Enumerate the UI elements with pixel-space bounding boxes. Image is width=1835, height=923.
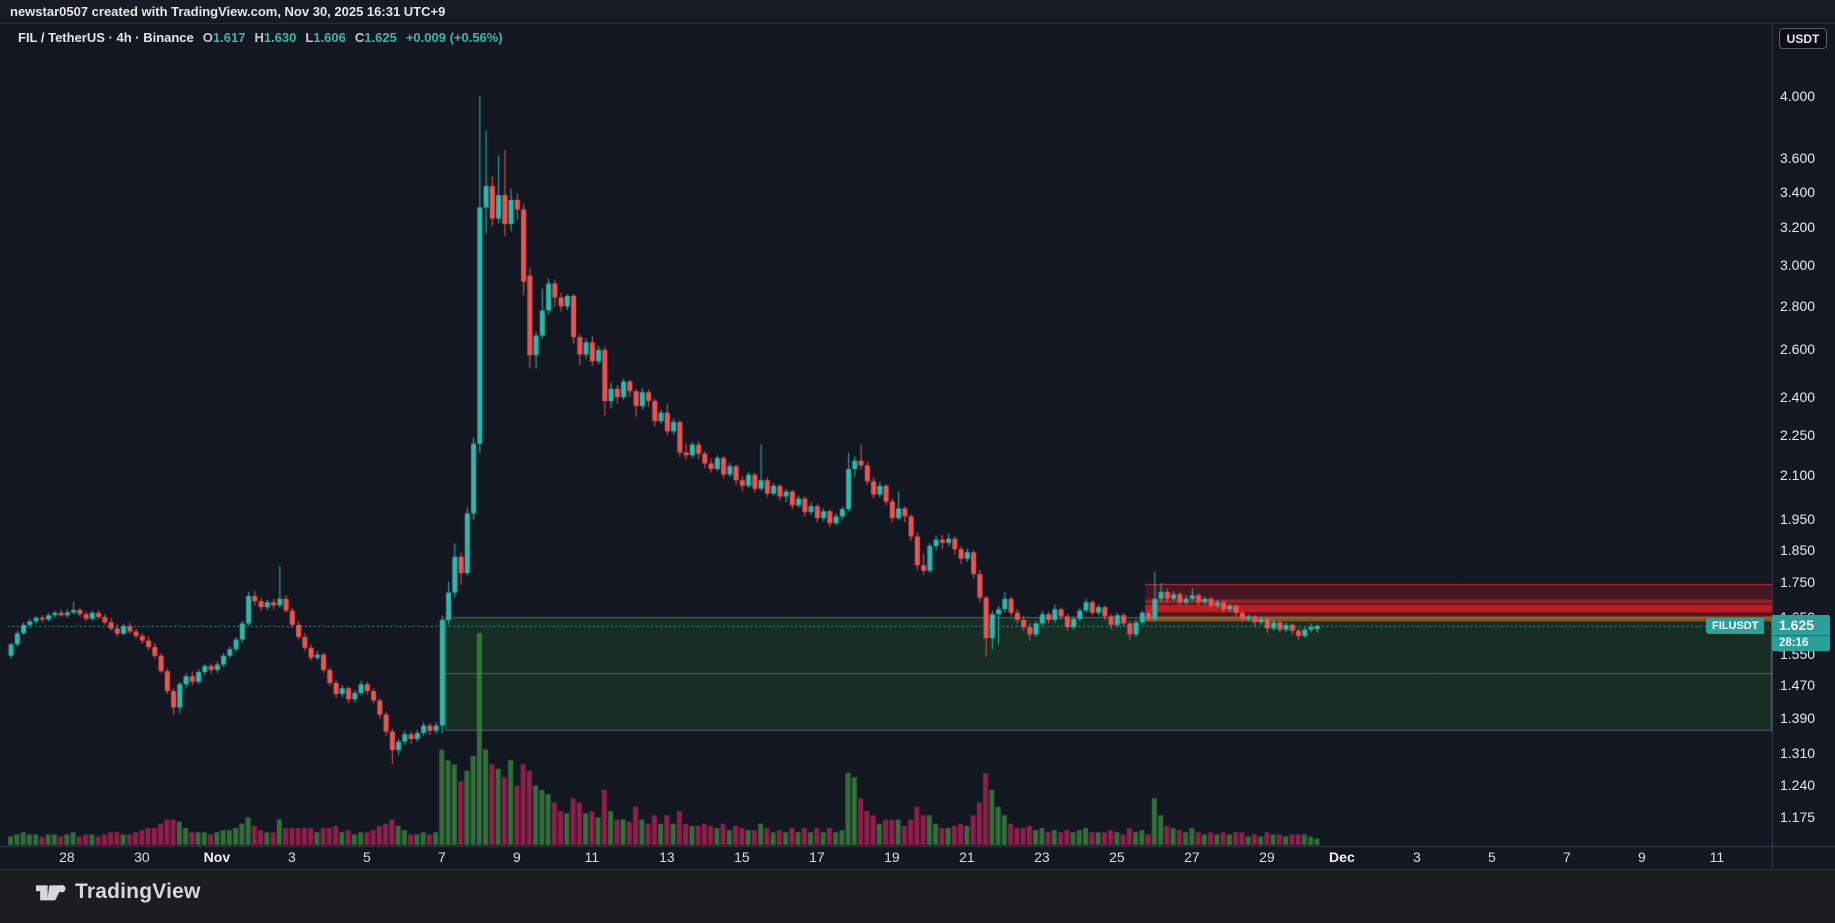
bar-countdown: 28:16 bbox=[1772, 635, 1830, 651]
close-value: 1.625 bbox=[364, 30, 397, 45]
time-tick-label: 9 bbox=[1637, 849, 1646, 865]
time-tick-label: 21 bbox=[959, 849, 975, 865]
price-tick-label: 3.600 bbox=[1780, 149, 1816, 166]
price-tick-label: 1.175 bbox=[1780, 808, 1816, 825]
low-label: L bbox=[305, 30, 314, 45]
time-tick-label: 27 bbox=[1184, 849, 1200, 865]
price-tick-label: 2.800 bbox=[1780, 297, 1816, 314]
symbol-title: FIL / TetherUS · 4h · Binance bbox=[18, 30, 194, 45]
price-tick-label: 1.240 bbox=[1780, 777, 1816, 794]
price-tick-label: 3.400 bbox=[1780, 183, 1816, 200]
tradingview-logo[interactable]: TradingView bbox=[36, 880, 201, 904]
time-tick-label: 11 bbox=[1709, 849, 1725, 865]
currency-usdt-button[interactable]: USDT bbox=[1779, 28, 1827, 49]
time-tick-label: 23 bbox=[1034, 849, 1050, 865]
time-tick-label: 7 bbox=[437, 849, 446, 865]
last-price-value: 1.625 bbox=[1772, 615, 1830, 635]
price-tick-label: 2.250 bbox=[1780, 426, 1816, 443]
time-tick-label: 17 bbox=[809, 849, 825, 865]
high-value: 1.630 bbox=[263, 30, 297, 45]
price-tick-label: 1.390 bbox=[1780, 709, 1816, 726]
time-tick-label: 28 bbox=[59, 849, 75, 865]
time-tick-label: 5 bbox=[1487, 849, 1496, 865]
price-tick-label: 3.000 bbox=[1780, 257, 1816, 274]
open-label: O bbox=[202, 30, 213, 45]
high-label: H bbox=[254, 30, 264, 45]
tradingview-logo-icon bbox=[36, 885, 66, 901]
close-label: C bbox=[354, 30, 365, 45]
price-tick-label: 2.400 bbox=[1780, 388, 1816, 405]
price-tick-label: 2.600 bbox=[1780, 341, 1816, 358]
price-tick-label: 2.100 bbox=[1780, 467, 1816, 484]
time-tick-label: 3 bbox=[287, 849, 296, 865]
time-tick-label: 9 bbox=[512, 849, 521, 865]
low-value: 1.606 bbox=[313, 30, 346, 45]
time-tick-label: 25 bbox=[1109, 849, 1125, 865]
time-axis[interactable]: 28 30 Nov 3 5 7 9 11 13 15 17 19 21 23 25 27 29 Dec 3 5 7 9 11 bbox=[0, 846, 1772, 869]
price-tick-label: 1.470 bbox=[1780, 677, 1816, 693]
time-tick-label: 29 bbox=[1259, 849, 1275, 865]
symbol-price-chip[interactable]: FILUSDT bbox=[1706, 618, 1765, 634]
last-price-badge[interactable]: 1.625 28:16 bbox=[1772, 615, 1830, 651]
price-tick-label: 3.200 bbox=[1780, 219, 1816, 236]
attribution-text: newstar0507 created with TradingView.com… bbox=[10, 4, 446, 19]
time-tick-label: 19 bbox=[884, 849, 900, 865]
time-tick-label: 11 bbox=[584, 849, 600, 865]
price-tick-label: 1.750 bbox=[1780, 574, 1816, 591]
time-tick-label: 7 bbox=[1562, 849, 1571, 865]
time-tick-label: Dec bbox=[1329, 849, 1355, 865]
price-tick-label: 4.000 bbox=[1780, 88, 1816, 104]
time-tick-label: 5 bbox=[362, 849, 371, 865]
attribution-bar: newstar0507 created with TradingView.com… bbox=[0, 0, 1835, 24]
time-tick-label: 13 bbox=[659, 849, 675, 865]
time-tick-label: 15 bbox=[734, 849, 750, 865]
time-tick-label: Nov bbox=[203, 849, 231, 865]
time-tick-label: 30 bbox=[134, 849, 150, 865]
price-tick-label: 1.950 bbox=[1780, 510, 1816, 527]
footer-bar: TradingView bbox=[0, 869, 1835, 923]
time-tick-label: 3 bbox=[1412, 849, 1421, 865]
open-value: 1.617 bbox=[212, 30, 246, 45]
tradingview-logo-text: TradingView bbox=[75, 880, 201, 903]
price-tick-label: 1.850 bbox=[1780, 541, 1816, 558]
price-axis[interactable]: 4.000 3.600 3.400 3.200 3.000 2.800 2.600 2.400… bbox=[1773, 24, 1835, 846]
price-tick-label: 1.310 bbox=[1780, 744, 1816, 761]
symbol-header: FIL / TetherUS · 4h · Binance O1.617 H1.63… bbox=[18, 30, 503, 45]
change-value: +0.009 (+0.56%) bbox=[405, 30, 503, 45]
